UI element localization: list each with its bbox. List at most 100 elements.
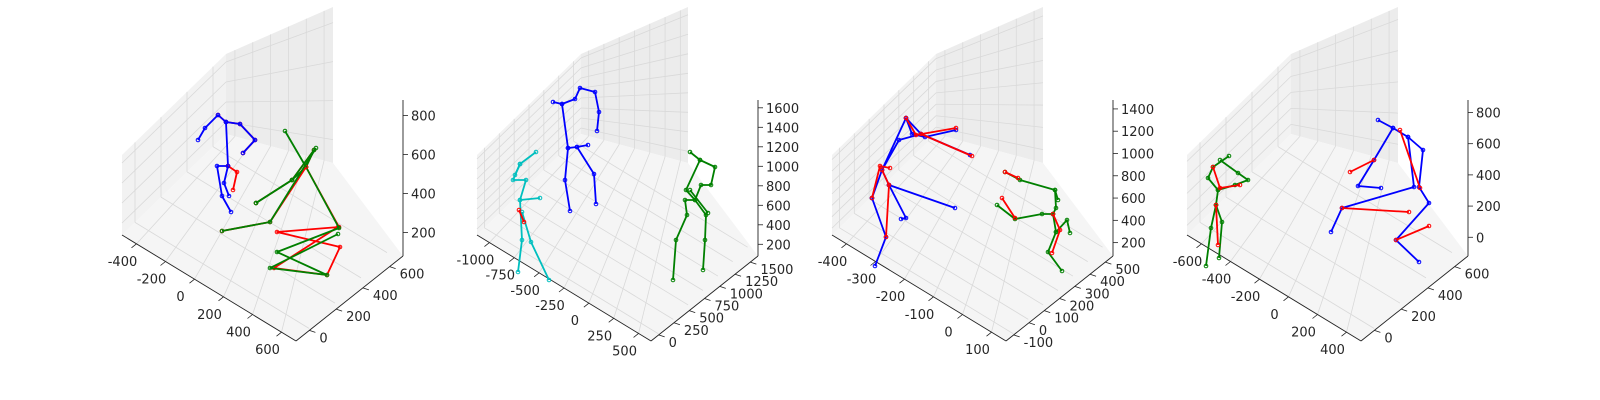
y-axis-line — [295, 255, 404, 342]
x-axis-line — [831, 234, 1007, 342]
joint-marker — [896, 137, 902, 143]
joint-marker — [1217, 157, 1223, 163]
joint-marker — [1203, 263, 1209, 269]
joint-marker — [1205, 175, 1211, 181]
joint-marker — [712, 164, 718, 170]
grid-line — [121, 101, 227, 204]
y-tick — [335, 308, 343, 312]
grid-line — [580, 72, 689, 89]
joint-marker — [872, 263, 878, 269]
x-tick — [131, 243, 137, 249]
grid-line — [831, 126, 937, 229]
joint-marker — [1208, 225, 1214, 231]
grid-line — [935, 115, 1044, 128]
joint-marker — [1219, 219, 1225, 225]
grid-line — [883, 184, 1059, 291]
x-tick — [218, 296, 224, 302]
x-tick — [608, 317, 614, 323]
joint-marker — [517, 161, 523, 167]
grid-line — [904, 145, 981, 280]
y-tick-label: 250 — [684, 324, 709, 339]
grid-line — [935, 82, 1044, 94]
skeleton-limb-line — [255, 149, 340, 276]
skeleton-limb-line — [1004, 171, 1019, 179]
z-tick-label: 800 — [1476, 106, 1501, 121]
joint-marker — [516, 207, 522, 213]
z-tick-label: 600 — [411, 149, 436, 164]
skeleton-limb-line — [881, 169, 890, 238]
y-tick — [1374, 329, 1381, 333]
joint-marker — [1226, 153, 1232, 159]
z-tick-label: 1200 — [766, 141, 799, 156]
y-tick — [1013, 334, 1020, 338]
grid-line — [134, 222, 310, 329]
joint-marker — [559, 101, 565, 107]
z-tick-label: 600 — [1121, 192, 1146, 207]
grid-line — [1225, 196, 1401, 304]
joint-marker — [1371, 157, 1377, 163]
grid-line — [1277, 146, 1453, 253]
grid-line — [1186, 60, 1292, 162]
y-tick — [1454, 266, 1461, 270]
joint-marker — [909, 131, 915, 137]
y-tick — [1105, 261, 1112, 265]
grid-line — [476, 107, 582, 210]
skeleton-limb-line — [1357, 127, 1394, 189]
grid-line — [1230, 141, 1319, 262]
grid-line — [558, 155, 733, 262]
joint-marker — [252, 137, 258, 143]
skeleton-limb-line — [888, 184, 956, 209]
joint-marker — [887, 165, 893, 171]
joint-marker — [1053, 229, 1059, 235]
grid-line — [563, 148, 635, 289]
y-tick-label: 1250 — [745, 275, 778, 290]
y-tick-label: 200 — [346, 310, 371, 325]
x-tick-label: 200 — [1291, 326, 1316, 341]
joint-marker — [221, 180, 227, 186]
joint-marker — [546, 277, 552, 283]
grid-line — [1290, 124, 1399, 145]
joint-marker — [1416, 259, 1422, 265]
z-tick-label: 200 — [1121, 237, 1146, 252]
joint-marker — [1052, 187, 1058, 193]
grid-line — [580, 33, 689, 69]
x-tick-label: 0 — [176, 290, 184, 305]
grid-line — [1199, 222, 1375, 329]
joint-marker — [1055, 197, 1061, 203]
joint-marker — [519, 237, 525, 243]
joint-marker — [574, 144, 580, 150]
skeleton-limb-line — [1004, 171, 1063, 272]
grid-line — [573, 140, 748, 248]
joint-marker — [1064, 217, 1070, 223]
x-tick — [928, 296, 934, 302]
joint-marker — [240, 150, 246, 156]
y-tick — [1044, 310, 1051, 314]
y-tick-label: 1500 — [760, 263, 793, 278]
grid-line — [846, 136, 946, 245]
joint-marker — [274, 249, 280, 255]
joint-marker — [1426, 200, 1432, 206]
y-tick — [750, 261, 757, 265]
joint-marker — [886, 182, 892, 188]
joint-marker — [952, 205, 958, 211]
x-tick — [1196, 243, 1202, 249]
grid-line — [935, 103, 1044, 106]
y-axis-line — [1360, 255, 1469, 342]
joint-marker — [1050, 211, 1056, 217]
grid-line — [831, 69, 937, 172]
skeleton-limb-line — [1212, 166, 1241, 189]
grid-line — [962, 155, 1017, 315]
joint-marker — [1235, 170, 1241, 176]
joint-marker — [1045, 249, 1051, 255]
joint-marker — [593, 201, 599, 207]
grid-line — [831, 103, 937, 206]
joint-marker — [1215, 242, 1221, 248]
grid-line — [613, 156, 666, 319]
joint-marker — [1405, 134, 1411, 140]
y-tick — [689, 310, 696, 314]
y-tick-label: 400 — [373, 289, 398, 304]
joint-marker — [705, 210, 711, 216]
grid-line — [875, 141, 964, 262]
y-tick-label: 200 — [1070, 300, 1095, 315]
x-tick — [276, 331, 282, 337]
